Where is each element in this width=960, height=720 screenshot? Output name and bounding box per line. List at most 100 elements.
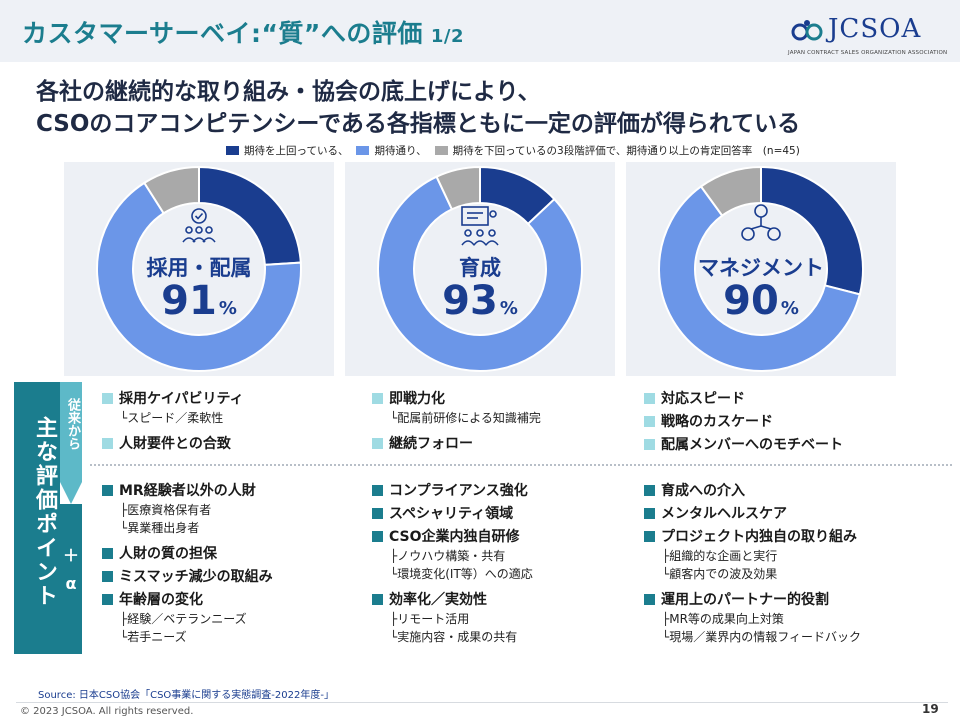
alpha-label: α (60, 570, 82, 598)
jcsoa-logo: JCSOA JAPAN CONTRACT SALES ORGANIZATION … (788, 12, 948, 60)
evaluation-item: 配属メンバーへのモチベート (644, 434, 843, 454)
bullet-square-icon (102, 548, 113, 559)
evaluation-item-label: 採用ケイパビリティ (119, 388, 244, 408)
evaluation-item: 運用上のパートナー的役割 (644, 589, 829, 609)
evaluation-item: メンタルヘルスケア (644, 503, 787, 523)
chart-value-3: 90% (661, 278, 861, 324)
plus-alpha-bar: ＋ α (60, 504, 82, 654)
footer-divider (16, 702, 948, 703)
conventional-label: 従来から (60, 398, 82, 450)
bullet-square-icon (372, 508, 383, 519)
bullet-square-icon (372, 438, 383, 449)
evaluation-subitem: └顧客内での波及効果 (662, 565, 777, 582)
legend: 期待を上回っている、 期待通り、 期待を下回っているの3段階評価で、期待通り以上… (226, 143, 800, 158)
evaluation-item: 採用ケイパビリティ (102, 388, 244, 408)
plus-alpha-label: ＋ α (60, 542, 82, 598)
headline: 各社の継続的な取り組み・協会の底上げにより、 CSOのコアコンピテンシーである各… (36, 76, 800, 140)
legend-swatch-above (226, 146, 239, 155)
chart-value-1: 91% (99, 278, 299, 324)
bullet-square-icon (372, 485, 383, 496)
evaluation-item-label: スペシャリティ領域 (389, 503, 513, 523)
page-number: 19 (922, 702, 939, 716)
legend-label-meets: 期待通り、 (374, 143, 426, 158)
evaluation-subitem: └配属前研修による知識補完 (390, 409, 541, 426)
plus-label: ＋ (60, 542, 82, 570)
evaluation-subitem: ├リモート活用 (390, 610, 469, 627)
evaluation-item-label: 対応スピード (661, 388, 745, 408)
evaluation-subitem: └環境変化(IT等）への適応 (390, 565, 533, 582)
legend-swatch-below (435, 146, 448, 155)
bullet-square-icon (102, 485, 113, 496)
evaluation-subitem: ├医療資格保有者 (120, 501, 211, 518)
evaluation-item: 人財要件との合致 (102, 433, 231, 453)
legend-label-below: 期待を下回っているの3段階評価で、期待通り以上の肯定回答率 (n=45) (453, 143, 800, 158)
evaluation-item: MR経験者以外の人財 (102, 480, 256, 500)
section-divider (90, 464, 952, 466)
evaluation-item-label: CSO企業内独自研修 (389, 526, 520, 546)
recruitment-icon (179, 206, 219, 246)
evaluation-item: 育成への介入 (644, 480, 745, 500)
logo-subtitle: JAPAN CONTRACT SALES ORGANIZATION ASSOCI… (788, 50, 947, 56)
source-note: Source: 日本CSO協会「CSO事業に関する実態調査-2022年度-」 (38, 686, 334, 701)
evaluation-item: プロジェクト内独自の取り組み (644, 526, 857, 546)
bullet-square-icon (372, 531, 383, 542)
evaluation-item-label: 人財の質の担保 (119, 543, 217, 563)
evaluation-item: コンプライアンス強化 (372, 480, 528, 500)
chart-panel-3: マネジメント 90% (626, 162, 896, 376)
bullet-square-icon (644, 531, 655, 542)
conventional-bar: 従来から (60, 382, 82, 482)
evaluation-item: 効率化／実効性 (372, 589, 487, 609)
legend-swatch-meets (356, 146, 369, 155)
evaluation-item-label: 即戦力化 (389, 388, 445, 408)
chart-panel-1: 採用・配属 91% (64, 162, 334, 376)
headline-line1: 各社の継続的な取り組み・協会の底上げにより、 (36, 76, 800, 108)
management-icon (739, 202, 783, 246)
logo-text: JCSOA (828, 14, 921, 44)
evaluation-item: スペシャリティ領域 (372, 503, 513, 523)
evaluation-item: 人財の質の担保 (102, 543, 217, 563)
main-evaluation-points-label: 主な評価ポイント (14, 416, 60, 608)
bullet-square-icon (644, 416, 655, 427)
bullet-square-icon (102, 438, 113, 449)
evaluation-subitem: ├ノウハウ構築・共有 (390, 547, 505, 564)
copyright: © 2023 JCSOA. All rights reserved. (20, 706, 193, 717)
chart-value-2: 93% (380, 278, 580, 324)
evaluation-item-label: 年齢層の変化 (119, 589, 203, 609)
bullet-square-icon (102, 594, 113, 605)
evaluation-item-label: 戦略のカスケード (661, 411, 773, 431)
bullet-square-icon (644, 594, 655, 605)
evaluation-subitem: └スピード／柔軟性 (120, 409, 223, 426)
bullet-square-icon (372, 393, 383, 404)
evaluation-item-label: コンプライアンス強化 (389, 480, 528, 500)
evaluation-item: 戦略のカスケード (644, 411, 773, 431)
page-indicator: 1/2 (431, 26, 464, 47)
evaluation-subitem: ├組織的な企画と実行 (662, 547, 777, 564)
bullet-square-icon (102, 393, 113, 404)
training-icon (458, 204, 502, 246)
bullet-square-icon (372, 594, 383, 605)
evaluation-item-label: MR経験者以外の人財 (119, 480, 256, 500)
evaluation-item-label: 運用上のパートナー的役割 (661, 589, 829, 609)
evaluation-item: 対応スピード (644, 388, 745, 408)
evaluation-item: ミスマッチ減少の取組み (102, 566, 273, 586)
down-arrow-icon (60, 482, 82, 504)
evaluation-item-label: 継続フォロー (389, 433, 473, 453)
legend-label-above: 期待を上回っている、 (244, 143, 348, 158)
evaluation-subitem: └異業種出身者 (120, 519, 199, 536)
bullet-square-icon (644, 508, 655, 519)
main-evaluation-points-bar: 主な評価ポイント (14, 382, 60, 654)
bullet-square-icon (644, 439, 655, 450)
evaluation-subitem: └現場／業界内の情報フィードバック (662, 628, 861, 645)
bullet-square-icon (644, 485, 655, 496)
bullet-square-icon (644, 393, 655, 404)
evaluation-item: 即戦力化 (372, 388, 445, 408)
evaluation-item: 年齢層の変化 (102, 589, 203, 609)
page-title: カスタマーサーベイ:“質”への評価 1/2 (22, 14, 464, 50)
logo-mark-icon (788, 14, 828, 48)
chart-panel-2: 育成 93% (345, 162, 615, 376)
evaluation-subitem: └若手ニーズ (120, 628, 187, 645)
evaluation-item-label: 配属メンバーへのモチベート (661, 434, 843, 454)
evaluation-item-label: 人財要件との合致 (119, 433, 231, 453)
headline-line2: CSOのコアコンピテンシーである各指標ともに一定の評価が得られている (36, 108, 800, 140)
evaluation-subitem: ├MR等の成果向上対策 (662, 610, 784, 627)
